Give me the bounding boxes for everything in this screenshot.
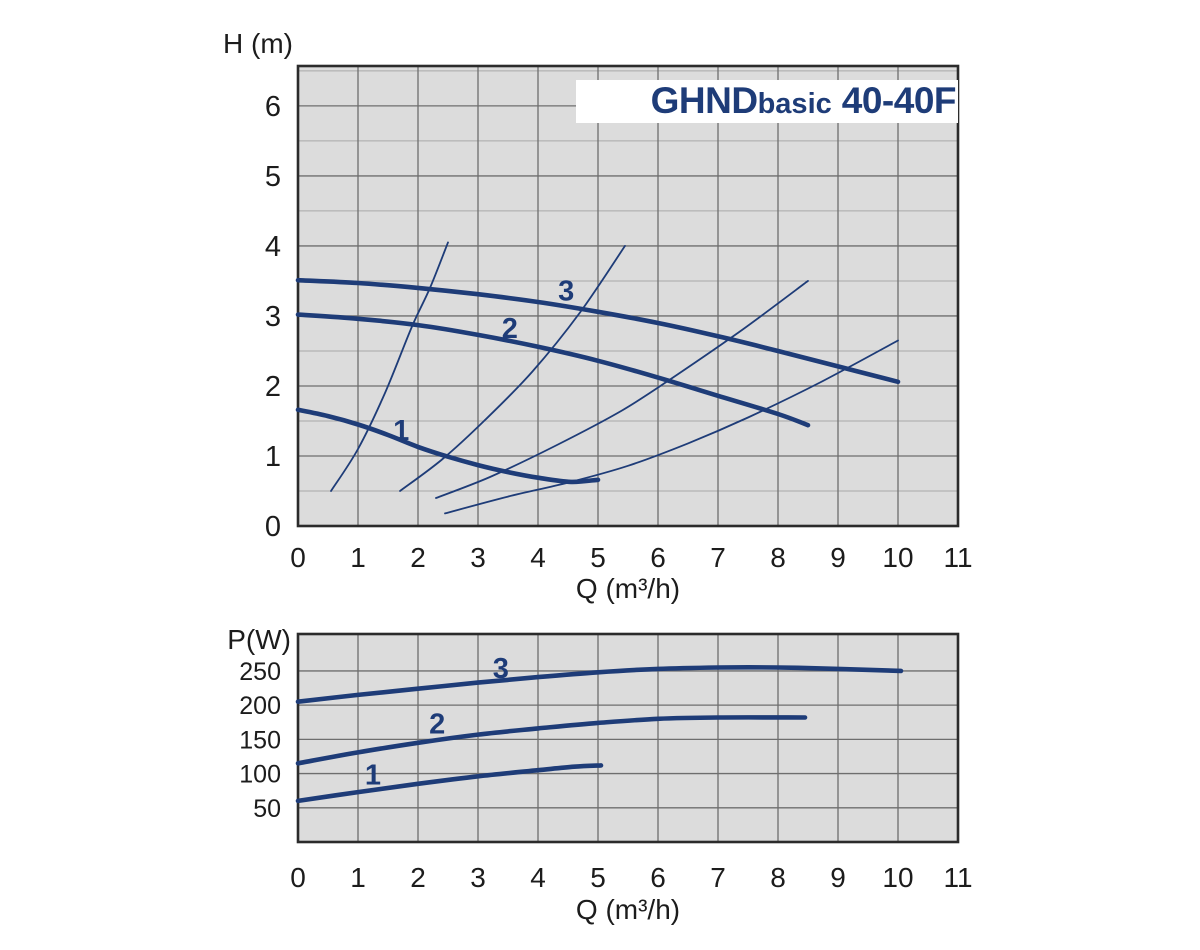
y-tick-label: 250 — [239, 658, 281, 686]
x-tick-label: 3 — [470, 542, 486, 573]
x-tick-label: 4 — [530, 862, 546, 893]
x-tick-label: 3 — [470, 862, 486, 893]
curve-number-label: 1 — [393, 415, 409, 447]
x-tick-label: 9 — [830, 542, 846, 573]
x-tick-label: 10 — [882, 542, 913, 573]
y-tick-label: 100 — [239, 761, 281, 789]
chart-title: GHNDbasic 40-40F — [576, 80, 958, 123]
system-curve — [444, 339, 899, 515]
y-tick-label: 3 — [265, 301, 281, 333]
y-tick-label: 5 — [265, 161, 281, 193]
curve-number-label: 3 — [558, 276, 574, 308]
x-tick-label: 9 — [830, 862, 846, 893]
y-tick-label: 50 — [253, 795, 281, 823]
y-tick-label: 0 — [265, 511, 281, 543]
x-tick-label: 5 — [590, 542, 606, 573]
x-tick-label: 5 — [590, 862, 606, 893]
y-axis-label: P(W) — [227, 624, 291, 655]
x-axis-label: Q (m³/h) — [576, 894, 680, 925]
x-tick-label: 4 — [530, 542, 546, 573]
head-curve-chart: 1 2 3 0 1 2 3 4 5 6 0 1 2 3 4 5 6 7 8 9 10 11 H (m) Q (m³/h) — [223, 28, 973, 604]
x-tick-label: 6 — [650, 862, 666, 893]
y-tick-label: 200 — [239, 692, 281, 720]
curve-number-label: 2 — [502, 313, 518, 345]
y-tick-label: 4 — [265, 231, 281, 263]
power-curve-chart: 1 2 3 50 100 150 200 250 0 1 2 3 4 5 6 7 8 9 10 11 P(W) Q (m³… — [227, 624, 972, 925]
x-tick-label: 6 — [650, 542, 666, 573]
x-tick-label: 10 — [882, 862, 913, 893]
system-curve — [330, 241, 449, 492]
y-tick-label: 150 — [239, 726, 281, 754]
pump-curve-3 — [295, 277, 901, 385]
x-tick-label: 2 — [410, 862, 426, 893]
plot-border — [296, 632, 960, 844]
title-model: 40-40F — [841, 80, 957, 121]
y-axis-label: H (m) — [223, 28, 293, 59]
curve-number-label: 2 — [429, 709, 445, 741]
title-variant: basic — [757, 88, 832, 120]
pump-curve-1 — [295, 407, 601, 485]
plot-area — [298, 66, 958, 526]
x-tick-label: 7 — [710, 862, 726, 893]
x-tick-label: 11 — [943, 542, 972, 573]
curve-number-label: 3 — [493, 653, 509, 685]
x-tick-label: 0 — [290, 542, 306, 573]
x-axis-label: Q (m³/h) — [576, 573, 680, 604]
pump-curve-3 — [295, 665, 904, 704]
pump-curve-2 — [295, 312, 811, 428]
x-tick-label: 8 — [770, 542, 786, 573]
plot-area — [298, 634, 958, 842]
y-tick-label: 6 — [265, 91, 281, 123]
x-tick-label: 1 — [350, 542, 366, 573]
x-tick-label: 11 — [943, 862, 972, 893]
x-tick-label: 8 — [770, 862, 786, 893]
x-tick-label: 1 — [350, 862, 366, 893]
y-tick-label: 2 — [265, 371, 281, 403]
curve-number-label: 1 — [365, 759, 381, 791]
plot-border — [296, 64, 960, 528]
system-curve — [399, 245, 626, 492]
pump-curve-2 — [295, 715, 808, 766]
x-tick-label: 0 — [290, 862, 306, 893]
pump-curve-1 — [295, 763, 604, 804]
system-curve — [435, 280, 809, 499]
title-brand: GHND — [650, 80, 758, 121]
x-tick-label: 7 — [710, 542, 726, 573]
x-tick-label: 2 — [410, 542, 426, 573]
y-tick-label: 1 — [265, 441, 281, 473]
